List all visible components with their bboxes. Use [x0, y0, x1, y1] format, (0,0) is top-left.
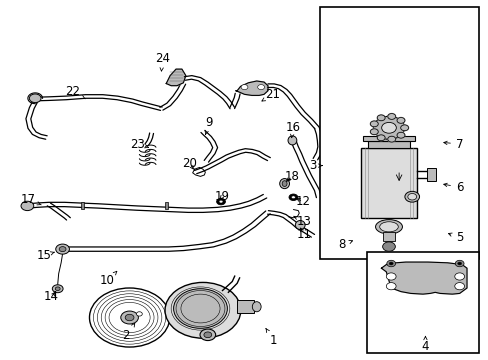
Circle shape [396, 132, 404, 138]
Ellipse shape [52, 285, 63, 293]
Text: 15: 15 [37, 249, 54, 262]
Bar [363, 136, 414, 141]
Ellipse shape [56, 244, 69, 254]
Circle shape [386, 283, 395, 290]
Circle shape [121, 311, 138, 324]
Text: 21: 21 [262, 88, 280, 101]
Text: 22: 22 [65, 85, 85, 99]
Ellipse shape [404, 192, 419, 202]
Circle shape [454, 283, 464, 290]
Circle shape [241, 85, 247, 90]
Circle shape [457, 262, 461, 265]
Bar [367, 141, 409, 148]
Text: 18: 18 [285, 170, 299, 183]
Text: 14: 14 [44, 291, 59, 303]
Circle shape [387, 136, 395, 142]
Circle shape [21, 201, 34, 211]
Bar [81, 202, 83, 209]
Circle shape [382, 242, 394, 251]
Ellipse shape [59, 247, 66, 252]
Text: 20: 20 [182, 157, 197, 170]
Text: 9: 9 [204, 116, 213, 134]
Circle shape [369, 121, 377, 127]
Text: 13: 13 [293, 215, 311, 228]
Text: 1: 1 [265, 329, 277, 347]
Circle shape [396, 132, 404, 138]
Circle shape [369, 129, 377, 135]
Bar [167, 306, 203, 315]
Bar [426, 168, 435, 181]
Circle shape [136, 312, 142, 316]
Ellipse shape [252, 302, 261, 312]
Circle shape [400, 125, 408, 131]
Circle shape [377, 135, 384, 141]
Circle shape [387, 136, 395, 142]
Circle shape [29, 94, 41, 103]
Polygon shape [166, 69, 185, 86]
Bar [383, 232, 394, 241]
Circle shape [454, 260, 463, 267]
Circle shape [369, 121, 377, 127]
Polygon shape [235, 81, 267, 95]
Circle shape [291, 196, 295, 199]
Ellipse shape [287, 136, 296, 145]
Text: 4: 4 [421, 337, 428, 353]
Text: 17: 17 [21, 193, 41, 206]
Circle shape [400, 125, 408, 131]
Text: 24: 24 [155, 52, 169, 71]
Bar [237, 300, 254, 313]
Text: 16: 16 [285, 121, 300, 138]
Circle shape [396, 117, 404, 123]
Circle shape [454, 273, 464, 280]
Text: 8: 8 [338, 238, 352, 251]
Circle shape [373, 116, 404, 139]
Circle shape [387, 113, 395, 119]
Text: 12: 12 [295, 195, 310, 208]
Ellipse shape [164, 282, 240, 338]
Ellipse shape [173, 289, 227, 328]
Bar [320, 7, 478, 259]
Ellipse shape [279, 179, 289, 189]
Circle shape [381, 122, 395, 133]
Text: 5: 5 [447, 231, 463, 244]
Circle shape [386, 260, 395, 267]
Text: 11: 11 [296, 228, 311, 240]
Circle shape [216, 198, 225, 205]
Text: 6: 6 [443, 181, 463, 194]
Ellipse shape [55, 287, 60, 291]
Ellipse shape [379, 222, 398, 232]
Circle shape [386, 273, 395, 280]
Text: 7: 7 [443, 138, 463, 150]
Circle shape [387, 113, 395, 119]
Circle shape [125, 314, 134, 321]
Bar [164, 202, 167, 209]
Bar [360, 148, 416, 218]
Text: 10: 10 [100, 271, 117, 287]
Circle shape [377, 135, 384, 141]
Circle shape [89, 288, 169, 347]
Bar [366, 252, 478, 353]
Ellipse shape [295, 220, 305, 230]
Circle shape [396, 117, 404, 123]
Circle shape [219, 200, 223, 203]
Ellipse shape [282, 181, 286, 186]
Circle shape [369, 129, 377, 135]
Circle shape [257, 85, 264, 90]
Text: 19: 19 [215, 190, 229, 203]
Circle shape [377, 115, 384, 121]
Text: 2: 2 [122, 323, 135, 342]
Polygon shape [381, 262, 466, 294]
Text: 23: 23 [130, 138, 148, 150]
Circle shape [377, 115, 384, 121]
Circle shape [203, 332, 211, 338]
Text: 3: 3 [308, 159, 322, 172]
Circle shape [388, 262, 392, 265]
Ellipse shape [407, 194, 416, 200]
Ellipse shape [375, 220, 402, 234]
Circle shape [200, 329, 215, 341]
Circle shape [288, 194, 297, 201]
